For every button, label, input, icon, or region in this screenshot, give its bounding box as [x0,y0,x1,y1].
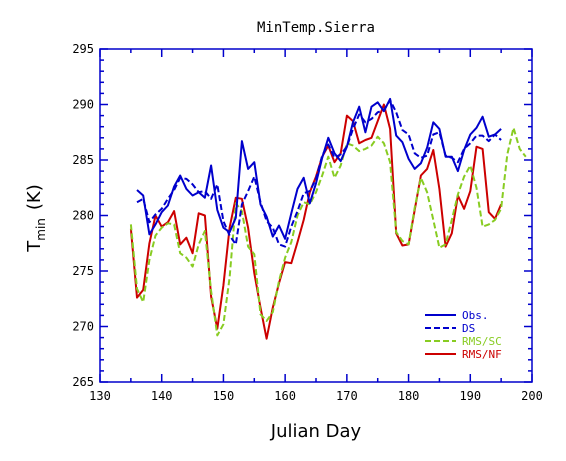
y-axis-title: Tmin (K) [24,184,48,253]
series-layer [129,97,527,340]
series-line-rms-nf [129,103,503,340]
y-tick-label: 275 [72,264,94,278]
y-tick-label: 285 [72,153,94,167]
y-axis-title-sub: min [34,218,48,241]
series-line-rms-sc [129,126,527,337]
x-tick-label: 170 [336,389,358,403]
x-tick-label: 190 [459,389,481,403]
y-axis-title-unit: (K) [24,184,45,210]
x-tick-label: 130 [89,389,111,403]
legend-label-obs: Obs. [462,309,489,322]
x-axis-title: Julian Day [270,421,362,442]
y-tick-label: 290 [72,98,94,112]
x-tick-label: 180 [398,389,420,403]
y-tick-label: 270 [72,320,94,334]
x-tick-label: 140 [151,389,173,403]
y-axis-title-main: T [24,240,45,253]
legend-label-rms-sc: RMS/SC [462,335,502,348]
x-tick-label: 160 [274,389,296,403]
y-tick-label: 280 [72,209,94,223]
axes-layer: 130 140 150 160 170 180 190 200 265 270 275 280 285 2… [72,42,543,403]
legend-label-ds: DS [462,322,475,335]
y-tick-label: 265 [72,375,94,389]
svg-text:Tmin(K): Tmin (K) [24,184,48,253]
chart-title: MinTemp.Sierra [257,20,375,36]
x-tick-label: 200 [521,389,543,403]
y-tick-label: 295 [72,42,94,56]
series-line-obs [136,97,502,240]
x-tick-label: 150 [213,389,235,403]
legend-label-rms-nf: RMS/NF [462,348,502,361]
